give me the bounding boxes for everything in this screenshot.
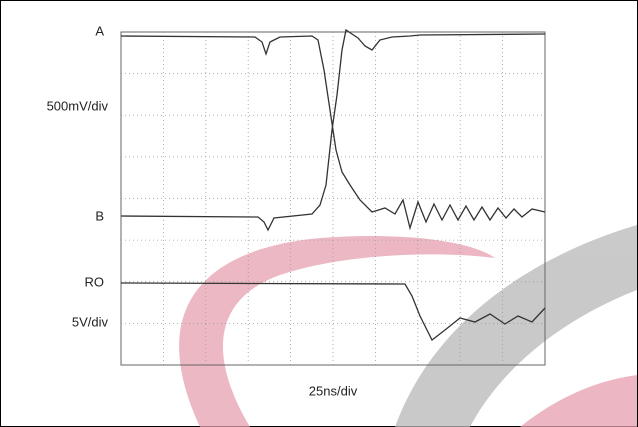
channel-label: RO bbox=[85, 274, 105, 289]
trace-ro bbox=[120, 282, 546, 341]
x-scale-label: 25ns/div bbox=[309, 383, 358, 398]
trace-b bbox=[120, 28, 546, 232]
scale-label: 500mV/div bbox=[47, 98, 109, 113]
channel-label: A bbox=[95, 23, 104, 38]
trace-a bbox=[120, 35, 546, 231]
graticule bbox=[120, 31, 546, 366]
scale-label: 5V/div bbox=[72, 314, 109, 329]
channel-label: B bbox=[95, 208, 104, 223]
